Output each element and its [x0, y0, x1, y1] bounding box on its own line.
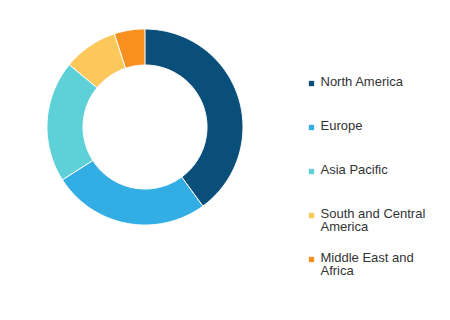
svg-text:South and CentralAmerica: South and CentralAmerica — [321, 206, 426, 234]
svg-text:Middle East andAfrica: Middle East andAfrica — [321, 250, 414, 278]
svg-text:Asia Pacific: Asia Pacific — [321, 162, 389, 177]
svg-text:Europe: Europe — [321, 118, 363, 133]
svg-text:North America: North America — [321, 74, 404, 89]
